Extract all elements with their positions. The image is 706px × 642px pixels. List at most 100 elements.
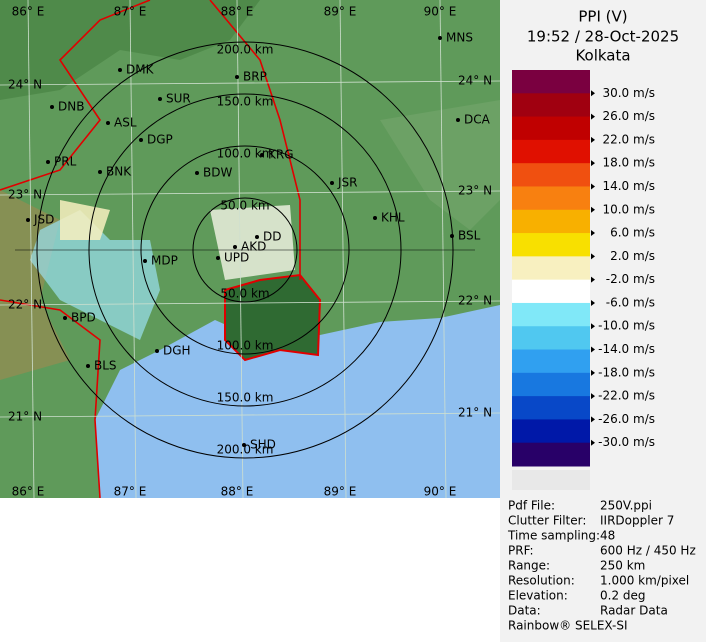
city-label: JSD bbox=[33, 213, 54, 227]
city-label: MNS bbox=[446, 31, 473, 45]
legend-tick bbox=[591, 393, 595, 400]
legend-tick bbox=[591, 113, 595, 120]
legend-label: -30.0 m/s bbox=[598, 435, 655, 449]
city-dot bbox=[235, 75, 239, 79]
legend-tick bbox=[591, 323, 595, 330]
city-dot bbox=[50, 105, 54, 109]
city-label: KRG bbox=[268, 148, 294, 162]
legend-tick bbox=[591, 136, 595, 143]
lon-label: 90° E bbox=[424, 5, 457, 19]
legend-swatch bbox=[512, 372, 590, 397]
city-label: BNK bbox=[106, 165, 132, 179]
city-dot bbox=[106, 121, 110, 125]
info-key: Clutter Filter: bbox=[508, 514, 586, 528]
parallel bbox=[0, 190, 501, 196]
city-dot bbox=[195, 171, 199, 175]
legend-label: 6.0 m/s bbox=[610, 226, 655, 240]
city-dot bbox=[242, 443, 246, 447]
city-dot bbox=[456, 118, 460, 122]
city-label: KHL bbox=[381, 211, 405, 225]
city-dot bbox=[143, 259, 147, 263]
parallel bbox=[0, 80, 501, 86]
city-dot bbox=[373, 216, 377, 220]
legend-label: 30.0 m/s bbox=[602, 86, 655, 100]
station: Kolkata bbox=[575, 47, 630, 65]
legend-label: -10.0 m/s bbox=[598, 319, 655, 333]
echo-cyan bbox=[30, 210, 160, 340]
city-label: DGH bbox=[163, 344, 191, 358]
legend-swatch bbox=[512, 279, 590, 304]
legend-swatch bbox=[512, 419, 590, 444]
legend-swatch bbox=[512, 186, 590, 211]
legend-swatch bbox=[512, 139, 590, 164]
map-labels: 86° E 86° E 87° E 87° E 88° E 88° E 89° E 89° E… bbox=[8, 5, 492, 499]
city-label: UPD bbox=[224, 251, 249, 265]
lat-label: 21° N bbox=[458, 406, 492, 420]
legend-label: 10.0 m/s bbox=[602, 202, 655, 216]
legend-label: 26.0 m/s bbox=[602, 109, 655, 123]
legend-swatch bbox=[512, 70, 590, 94]
legend-swatch bbox=[512, 349, 590, 374]
city-dot bbox=[255, 235, 259, 239]
legend-swatch bbox=[512, 93, 590, 118]
info-key: Elevation: bbox=[508, 589, 568, 603]
city-label: DNB bbox=[58, 100, 84, 114]
meridian bbox=[27, 0, 35, 499]
lon-label: 89° E bbox=[324, 5, 357, 19]
delta bbox=[380, 100, 500, 230]
lat-label: 24° N bbox=[8, 78, 42, 92]
legend-label: 18.0 m/s bbox=[602, 156, 655, 170]
info-value: 1.000 km/pixel bbox=[600, 574, 689, 588]
lon-label: 88° E bbox=[221, 5, 254, 19]
info-table: Pdf File: 250V.ppi Clutter Filter: IIRDoppl… bbox=[507, 499, 696, 618]
info-value: IIRDoppler 7 bbox=[600, 514, 674, 528]
legend-label: 2.0 m/s bbox=[610, 249, 655, 263]
info-value: 0.2 deg bbox=[600, 589, 646, 603]
legend-tick bbox=[591, 439, 595, 446]
city-label: SUR bbox=[166, 92, 191, 106]
legend-tick bbox=[591, 183, 595, 190]
legend-swatch bbox=[512, 326, 590, 351]
legend-label: -18.0 m/s bbox=[598, 365, 655, 379]
city-dot bbox=[216, 256, 220, 260]
city-dot bbox=[139, 138, 143, 142]
legend-swatch bbox=[512, 396, 590, 420]
legend-tick bbox=[591, 206, 595, 213]
info-value: 250 km bbox=[600, 559, 645, 573]
ring-label: 50.0 km bbox=[220, 287, 269, 301]
legend-tick bbox=[591, 299, 595, 306]
city-dot bbox=[63, 316, 67, 320]
city-label: PRL bbox=[54, 155, 77, 169]
lon-label: 86° E bbox=[12, 485, 45, 499]
ring-label: 100.0 km bbox=[217, 339, 274, 353]
city-dot bbox=[46, 160, 50, 164]
info-key: Time sampling: bbox=[507, 529, 600, 543]
info-key: Range: bbox=[508, 559, 550, 573]
lon-label: 88° E bbox=[221, 485, 254, 499]
ring-label: 200.0 km bbox=[217, 43, 274, 57]
legend-swatch bbox=[512, 256, 590, 281]
city-dot bbox=[158, 97, 162, 101]
city-label: DGP bbox=[147, 133, 173, 147]
sundarbans bbox=[224, 273, 322, 362]
info-value: 48 bbox=[600, 529, 615, 543]
legend-swatch bbox=[512, 163, 590, 187]
city-label: DCA bbox=[464, 113, 491, 127]
legend-tick bbox=[591, 369, 595, 376]
legend-label: -26.0 m/s bbox=[598, 412, 655, 426]
lat-label: 21° N bbox=[8, 410, 42, 424]
legend-swatch bbox=[512, 233, 590, 257]
legend-tick bbox=[591, 276, 595, 283]
legend-tick bbox=[591, 160, 595, 167]
city-label: BRP bbox=[243, 70, 267, 84]
lon-label: 87° E bbox=[114, 5, 147, 19]
legend-swatch bbox=[512, 442, 590, 467]
lon-label: 87° E bbox=[114, 485, 147, 499]
legend-label: -22.0 m/s bbox=[598, 389, 655, 403]
info-value: 600 Hz / 450 Hz bbox=[600, 544, 696, 558]
city-label: BSL bbox=[458, 229, 481, 243]
city-label: DMK bbox=[126, 63, 155, 77]
city-dot bbox=[118, 68, 122, 72]
